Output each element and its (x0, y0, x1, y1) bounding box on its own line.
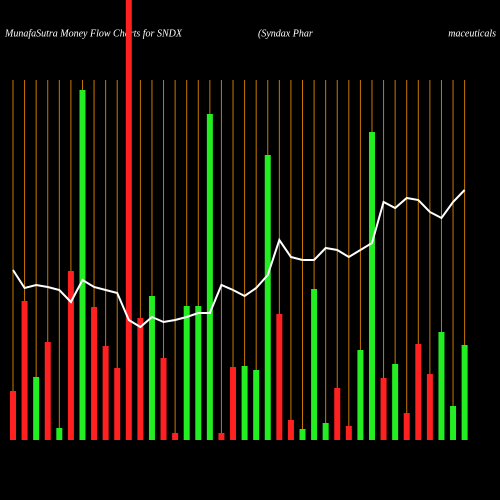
chart-subtitle-end: maceuticals (448, 28, 496, 39)
bar (102, 346, 109, 440)
bar (461, 345, 468, 440)
bar (426, 374, 433, 440)
money-flow-line (12, 189, 466, 329)
bar (276, 314, 283, 440)
bar (368, 132, 375, 440)
bar (345, 426, 352, 440)
bar (91, 307, 98, 440)
bar (299, 429, 306, 440)
bar (403, 413, 410, 440)
bar (206, 114, 213, 440)
bar (415, 344, 422, 440)
bar (33, 377, 40, 440)
bar (148, 296, 155, 440)
bar (56, 428, 63, 440)
bar (392, 364, 399, 440)
bar (21, 301, 28, 440)
chart-title: MunafaSutra Money Flow Charts for SNDX (4, 28, 183, 39)
bar (125, 0, 132, 440)
bar (380, 378, 387, 440)
bar (450, 406, 457, 440)
bar (253, 370, 260, 440)
bar (67, 271, 74, 440)
bar (438, 332, 445, 440)
bar (10, 391, 16, 440)
bar (264, 155, 271, 440)
bar (241, 366, 248, 440)
bar (287, 420, 294, 440)
bar (357, 350, 364, 440)
bar (334, 388, 341, 440)
bar (44, 342, 51, 440)
bar (218, 433, 225, 440)
bar (322, 423, 329, 440)
bar (79, 90, 86, 440)
bar (160, 358, 167, 440)
bar (114, 368, 121, 440)
bar (195, 306, 202, 440)
chart-subtitle: (Syndax Phar (258, 28, 313, 39)
bar (183, 306, 190, 440)
bar (137, 318, 144, 440)
bar (230, 367, 237, 440)
bar (311, 289, 318, 440)
bar (172, 433, 179, 440)
